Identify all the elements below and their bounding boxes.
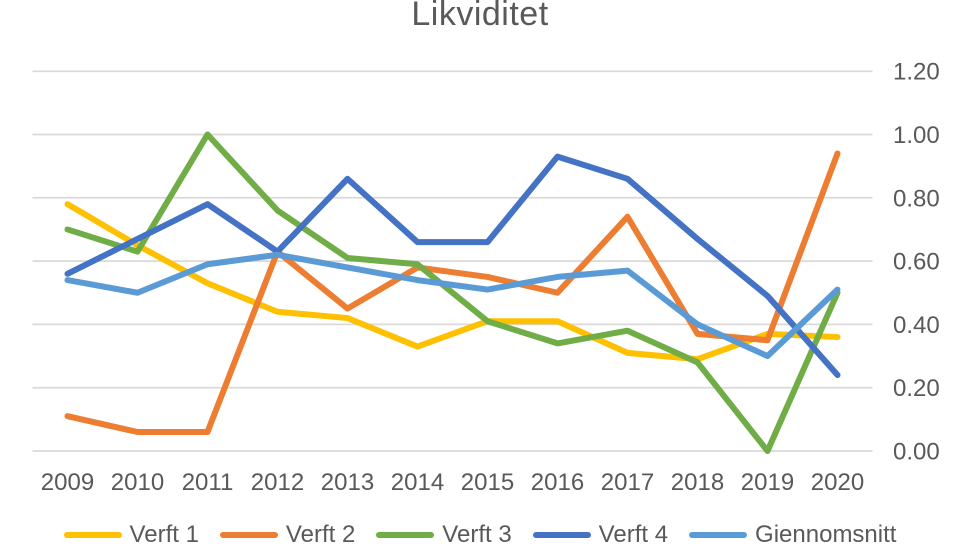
x-tick-label: 2018 (671, 469, 724, 496)
series-line-verft-3 (64, 131, 841, 454)
legend-item-giennomsnitt: Giennomsnitt (689, 521, 896, 548)
y-tick-label: 0.80 (893, 185, 940, 212)
x-tick-label: 2014 (391, 469, 444, 496)
x-tick-label: 2020 (811, 469, 864, 496)
x-tick-label: 2019 (741, 469, 794, 496)
legend-line-swatch-verft-4 (532, 532, 591, 538)
legend-label-verft-4: Verft 4 (598, 521, 669, 548)
y-tick-label: 0.00 (893, 439, 940, 466)
legend-label-verft-1: Verft 1 (129, 521, 199, 548)
x-tick-label: 2017 (601, 469, 654, 496)
y-tick-label: 1.00 (893, 122, 940, 149)
legend-line-swatch-verft-2 (219, 532, 278, 538)
legend-line-swatch-verft-1 (63, 532, 122, 538)
x-tick-label: 2012 (251, 469, 304, 496)
legend-label-giennomsnitt: Giennomsnitt (755, 521, 897, 548)
y-tick-label: 0.40 (893, 312, 940, 339)
y-tick-label: 0.60 (893, 249, 940, 276)
chart-title: Likviditet (411, 0, 549, 33)
x-tick-label: 2013 (321, 469, 374, 496)
series-line-verft-1 (64, 201, 841, 363)
legend-line-swatch-verft-3 (376, 532, 435, 538)
legend-item-verft-4: Verft 4 (532, 521, 669, 548)
legend-item-verft-1: Verft 1 (63, 521, 199, 548)
legend-item-verft-2: Verft 2 (219, 521, 356, 548)
series-line-verft-2 (64, 150, 841, 436)
y-tick-label: 1.20 (893, 59, 940, 86)
x-tick-label: 2009 (41, 469, 94, 496)
legend-label-verft-3: Verft 3 (442, 521, 512, 548)
legend-item-verft-3: Verft 3 (376, 521, 512, 548)
legend-line-swatch-giennomsnitt (689, 532, 748, 538)
x-tick-label: 2016 (531, 469, 584, 496)
y-tick-label: 0.20 (893, 375, 940, 402)
x-tick-label: 2010 (111, 469, 164, 496)
legend: Verft 1 Verft 2 Verft 3 Verft 4 Giennomsnitt (0, 521, 960, 548)
x-tick-label: 2015 (461, 469, 514, 496)
series-line-verft-4 (64, 153, 841, 379)
series-line-giennomsnitt (64, 251, 841, 360)
legend-label-verft-2: Verft 2 (285, 521, 356, 548)
x-tick-label: 2011 (182, 469, 234, 496)
